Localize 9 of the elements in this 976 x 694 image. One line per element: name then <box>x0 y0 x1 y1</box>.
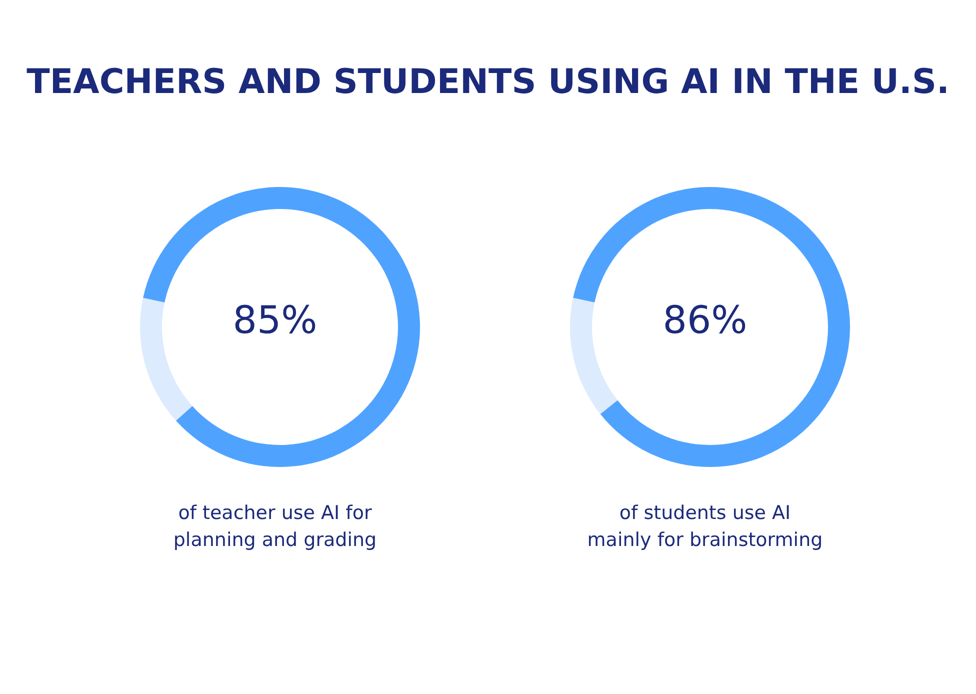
donut-slice <box>573 187 850 467</box>
data-label: 85% <box>232 298 318 342</box>
text: of teacher use AI for planning and grading <box>172 501 378 553</box>
data-label: 86% <box>662 298 748 342</box>
chart-title: TEACHERS AND STUDENTS USING AI IN THE U.S. <box>26 62 950 102</box>
donut-slice <box>570 298 618 414</box>
donut-slice <box>140 298 192 421</box>
text: of students use AI mainly for brainstorming <box>586 501 824 553</box>
donut-slice <box>143 187 420 467</box>
